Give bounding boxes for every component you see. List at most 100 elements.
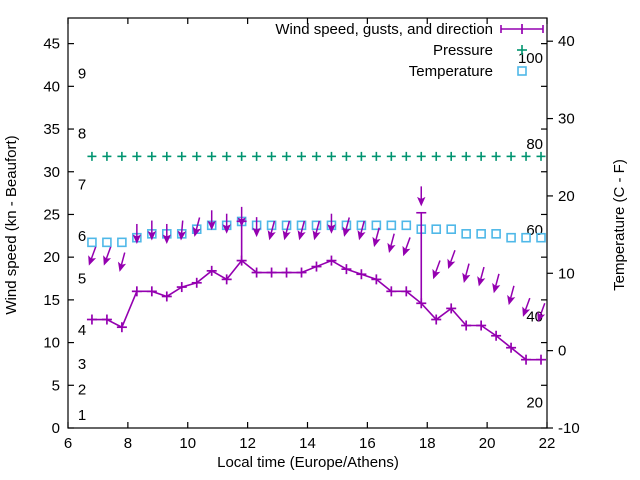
wind-direction-arrow-icon: [103, 246, 112, 266]
wind-direction-arrow-icon: [88, 246, 97, 266]
fahrenheit-100: 100: [518, 50, 543, 67]
pressure-marker: [371, 151, 381, 161]
pressure-marker: [252, 151, 262, 161]
wind-speed-marker: [431, 314, 442, 325]
pressure-marker: [297, 151, 307, 161]
temperature-marker: [401, 220, 412, 231]
fahrenheit-80: 80: [526, 136, 543, 153]
wind-direction-arrow-icon: [447, 249, 456, 270]
y-tick-40: 40: [43, 78, 60, 95]
pressure-marker: [446, 151, 456, 161]
beaufort-3: 3: [78, 356, 86, 373]
y2-tick-0: 0: [558, 343, 566, 360]
fahrenheit-40: 40: [526, 309, 543, 326]
pressure-marker: [386, 151, 396, 161]
y-tick-10: 10: [43, 335, 60, 352]
legend-marker-1: [500, 24, 544, 34]
y-axis-title: Wind speed (kn - Beaufort): [3, 135, 20, 314]
wind-direction-arrow-icon: [147, 220, 157, 241]
pressure-marker: [207, 151, 217, 161]
wind-speed-marker: [131, 286, 142, 297]
wind-speed-marker: [341, 264, 352, 275]
temperature-marker: [117, 237, 127, 248]
y2-axis-ticks: -10 0 10 20 30 40: [547, 33, 580, 437]
pressure-marker: [341, 151, 351, 161]
y-tick-30: 30: [43, 164, 60, 181]
fahrenheit-60: 60: [526, 222, 543, 239]
pressure-marker: [416, 151, 426, 161]
x-tick-16: 16: [359, 435, 376, 452]
wind-speed-marker: [476, 320, 487, 331]
pressure-marker: [177, 151, 187, 161]
wind-speed-marker: [116, 322, 127, 333]
wind-speed-marker: [266, 267, 277, 278]
pressure-marker: [476, 151, 486, 161]
x-axis-title: Local time (Europe/Athens): [217, 454, 399, 471]
x-tick-14: 14: [299, 435, 316, 452]
beaufort-scale-labels: 1 2 3 4 5 6 7 8 9: [78, 66, 86, 425]
legend-label-2: Pressure: [433, 42, 493, 59]
pressure-marker: [521, 151, 531, 161]
x-tick-8: 8: [124, 435, 132, 452]
wind-direction-arrow-icon: [132, 223, 142, 244]
wind-speed-marker: [101, 314, 112, 325]
wind-direction-arrow-icon: [372, 227, 381, 248]
temperature-marker: [87, 237, 97, 248]
series-wind-speed: [86, 255, 547, 365]
x-tick-10: 10: [179, 435, 196, 452]
legend-marker-2: [517, 45, 527, 55]
x-tick-6: 6: [64, 435, 72, 452]
wind-direction-arrow-icon: [162, 223, 171, 244]
y-tick-20: 20: [43, 249, 60, 266]
x-tick-20: 20: [479, 435, 496, 452]
pressure-marker: [311, 151, 321, 161]
temperature-marker: [536, 232, 546, 243]
wind-direction-arrow-icon: [207, 210, 216, 231]
wind-direction-arrow-icon: [237, 206, 246, 227]
wind-direction-arrow-icon: [252, 217, 261, 238]
beaufort-8: 8: [78, 125, 86, 142]
wind-direction-arrow-icon: [492, 273, 501, 294]
wind-direction-arrow-icon: [192, 217, 201, 237]
pressure-marker: [461, 151, 471, 161]
wind-direction-arrow-icon: [357, 220, 366, 241]
wind-speed-marker: [536, 354, 547, 365]
wind-speed-marker: [416, 298, 427, 309]
wind-direction-arrow-icon: [267, 220, 276, 241]
pressure-marker: [506, 151, 516, 161]
legend-marker-3: [517, 66, 527, 76]
wind-direction-arrow-icon: [432, 260, 441, 280]
y2-tick--10: -10: [558, 420, 580, 437]
temperature-marker: [461, 229, 471, 239]
series-pressure: [87, 151, 546, 161]
x-tick-12: 12: [239, 435, 256, 452]
pressure-marker: [431, 151, 441, 161]
wind-speed-marker: [146, 286, 157, 297]
pressure-marker: [222, 151, 232, 161]
temperature-marker: [102, 237, 112, 248]
wind-speed-marker: [221, 274, 232, 285]
wind-speed-marker: [446, 303, 457, 314]
wind-direction-arrow-icon: [477, 266, 486, 287]
wind-direction-arrow-icon: [222, 213, 231, 234]
pressure-marker: [102, 151, 112, 161]
fahrenheit-scale-labels: 20 40 60 80 100: [518, 50, 543, 411]
wind-speed-marker: [296, 267, 307, 278]
wind-speed-marker: [506, 342, 517, 353]
wind-speed-marker: [491, 330, 502, 341]
beaufort-5: 5: [78, 271, 86, 288]
wind-speed-marker: [161, 291, 172, 302]
gust-errorbar: [416, 211, 427, 304]
wind-direction-arrow-icon: [327, 213, 336, 234]
temperature-marker: [506, 232, 516, 243]
pressure-marker: [401, 151, 411, 161]
temperature-marker: [476, 229, 486, 239]
y-tick-15: 15: [43, 292, 60, 309]
wind-direction-arrow-icon: [177, 220, 186, 241]
pressure-marker: [536, 151, 546, 161]
y-tick-5: 5: [52, 377, 60, 394]
temperature-marker: [371, 220, 382, 231]
pressure-marker: [87, 151, 97, 161]
